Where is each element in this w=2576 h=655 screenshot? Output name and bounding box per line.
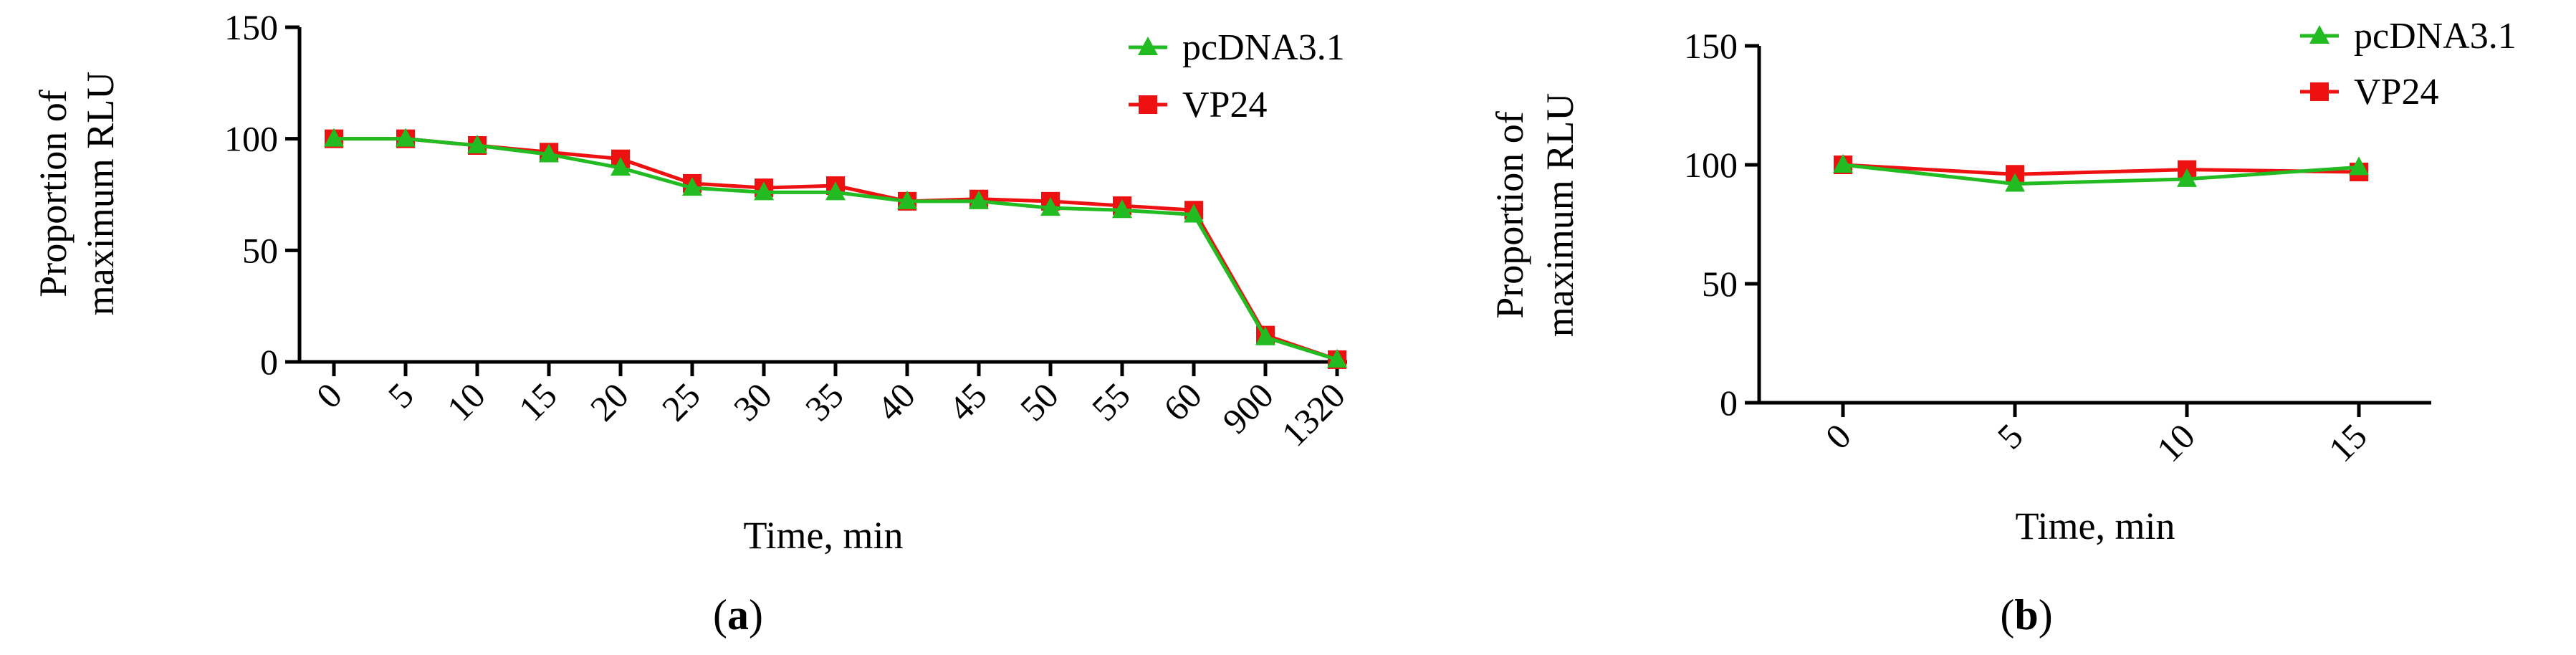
x-axis-title: Time, min bbox=[2015, 505, 2175, 548]
x-tick-label: 0 bbox=[309, 375, 350, 416]
y-tick-label: 100 bbox=[224, 119, 278, 159]
x-tick-label: 45 bbox=[941, 375, 995, 429]
data-point-triangle bbox=[754, 181, 774, 201]
data-point-triangle bbox=[1833, 154, 1853, 173]
y-tick-label: 150 bbox=[224, 7, 278, 47]
data-point-triangle bbox=[324, 128, 344, 147]
x-tick-label: 50 bbox=[1012, 375, 1066, 429]
legend-label: VP24 bbox=[1182, 85, 1267, 125]
data-point-triangle bbox=[539, 143, 559, 163]
chart-panel-b: 0 50 100 150 0 5 10 15 Proportion of maximum RLU T… bbox=[1488, 16, 2517, 639]
data-point-triangle bbox=[1255, 326, 1275, 345]
data-point-triangle bbox=[682, 177, 702, 196]
data-point-triangle bbox=[1327, 348, 1347, 368]
panel-label-letter: b bbox=[2014, 591, 2038, 639]
data-point-triangle bbox=[2349, 156, 2369, 176]
data-point-triangle bbox=[897, 190, 917, 209]
x-axis-title: Time, min bbox=[743, 514, 903, 557]
legend-marker-square bbox=[2310, 82, 2329, 101]
y-axis-title: Proportion of bbox=[1488, 111, 1531, 319]
x-tick-label: 15 bbox=[2321, 416, 2375, 469]
x-tick-label: 10 bbox=[2149, 416, 2203, 469]
y-axis-title: maximum RLU bbox=[1538, 93, 1581, 337]
x-tick-label: 5 bbox=[380, 375, 421, 416]
data-point-triangle bbox=[1184, 204, 1204, 223]
panel-label-open: ( bbox=[713, 591, 727, 639]
y-tick-label: 50 bbox=[242, 230, 278, 270]
series-line-vp24 bbox=[1842, 163, 2360, 176]
legend-marker-triangle bbox=[1138, 37, 1158, 55]
legend-marker-triangle bbox=[2309, 25, 2330, 44]
series-line-pcdna3-1 bbox=[1842, 163, 2360, 186]
x-tick-label: 900 bbox=[1215, 375, 1281, 441]
legend-label: pcDNA3.1 bbox=[1182, 27, 1345, 68]
data-point-triangle bbox=[1040, 197, 1060, 216]
panel-label-letter: a bbox=[727, 591, 749, 639]
x-tick-label: 40 bbox=[869, 375, 923, 429]
data-point-triangle bbox=[825, 181, 846, 201]
y-tick-label: 0 bbox=[1720, 383, 1738, 423]
panel-label-close: ) bbox=[749, 591, 763, 639]
panel-label: (a) bbox=[713, 591, 763, 639]
x-tick-label: 55 bbox=[1084, 375, 1138, 429]
x-tick-label: 1320 bbox=[1273, 375, 1352, 454]
data-point-triangle bbox=[467, 135, 487, 154]
legend: pcDNA3.1 VP24 bbox=[2300, 16, 2517, 113]
y-tick-label: 0 bbox=[260, 342, 278, 382]
legend-label: pcDNA3.1 bbox=[2354, 16, 2517, 57]
x-tick-label: 10 bbox=[439, 375, 493, 429]
x-tick-label: 15 bbox=[511, 375, 565, 429]
y-tick-label: 50 bbox=[1702, 264, 1738, 304]
data-point-triangle bbox=[396, 128, 416, 147]
series-line-pcdna3-1 bbox=[334, 137, 1338, 362]
x-tick-label: 60 bbox=[1156, 375, 1210, 429]
x-tick-label: 5 bbox=[1990, 416, 2031, 456]
data-point-triangle bbox=[611, 157, 631, 176]
x-tick-label: 30 bbox=[726, 375, 780, 429]
y-tick-label: 150 bbox=[1684, 26, 1738, 66]
panel-label-open: ( bbox=[2000, 591, 2014, 639]
legend-label: VP24 bbox=[2354, 72, 2438, 113]
x-tick-label: 25 bbox=[654, 375, 708, 429]
data-point-triangle bbox=[969, 190, 989, 209]
y-tick-label: 100 bbox=[1684, 145, 1738, 185]
legend: pcDNA3.1 VP24 bbox=[1129, 27, 1345, 125]
x-tick-label: 20 bbox=[583, 375, 636, 429]
series-line-vp24 bbox=[334, 137, 1338, 362]
data-point-triangle bbox=[2177, 168, 2197, 187]
x-tick-label: 35 bbox=[798, 375, 851, 429]
data-point-triangle bbox=[1112, 199, 1132, 219]
x-tick-label: 0 bbox=[1818, 416, 1859, 456]
panel-label: (b) bbox=[2000, 591, 2052, 639]
y-axis-title: Proportion of bbox=[32, 90, 75, 297]
panel-label-close: ) bbox=[2039, 591, 2053, 639]
y-axis-title: maximum RLU bbox=[79, 72, 122, 315]
legend-marker-square bbox=[1139, 95, 1157, 114]
data-point-triangle bbox=[2005, 173, 2025, 192]
